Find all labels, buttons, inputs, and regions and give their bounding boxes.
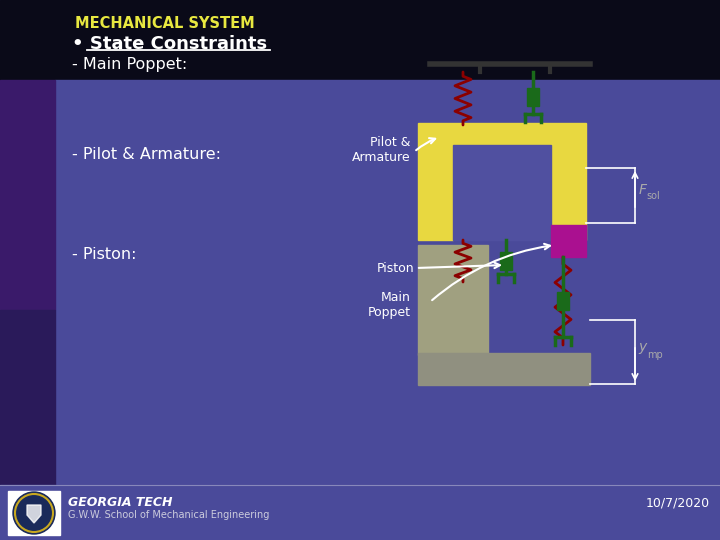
Text: • State Constraints: • State Constraints [72,35,267,53]
Text: $y$: $y$ [638,341,649,355]
Bar [0,410,720,485]
Bar [527,88,539,106]
Bar [0,80,720,160]
Bar [0,0,720,80]
Text: - Piston:: - Piston: [72,247,137,262]
Bar [0,80,55,310]
Bar [0,240,720,340]
Text: G.W.W. School of Mechanical Engineering: G.W.W. School of Mechanical Engineering [68,510,269,520]
Bar [0,0,720,80]
Text: GEORGIA TECH: GEORGIA TECH [68,496,173,509]
Bar [0,340,720,410]
Bar [0,310,55,485]
Bar [0,160,720,240]
Text: mp: mp [647,350,662,360]
Text: $F$: $F$ [638,183,648,197]
Bar [418,145,453,240]
Text: Piston: Piston [377,261,414,274]
Text: - Pilot & Armature:: - Pilot & Armature: [72,147,221,162]
Text: - Main Poppet:: - Main Poppet: [72,57,187,72]
Bar [453,145,551,240]
Bar [500,252,512,270]
Bar [0,485,720,540]
Bar [551,145,586,240]
Text: sol: sol [646,191,660,201]
Bar [551,225,586,257]
Text: Pilot &
Armature: Pilot & Armature [352,136,411,164]
Circle shape [20,499,48,527]
Bar [418,245,488,355]
Bar [55,80,720,485]
Polygon shape [27,505,41,523]
Bar [557,292,569,310]
Bar [418,353,590,385]
Bar [418,123,586,145]
Bar [8,491,60,535]
Circle shape [13,492,55,534]
Text: Main
Poppet: Main Poppet [368,291,411,319]
Text: 10/7/2020: 10/7/2020 [646,496,710,509]
Text: MECHANICAL SYSTEM: MECHANICAL SYSTEM [75,16,255,31]
